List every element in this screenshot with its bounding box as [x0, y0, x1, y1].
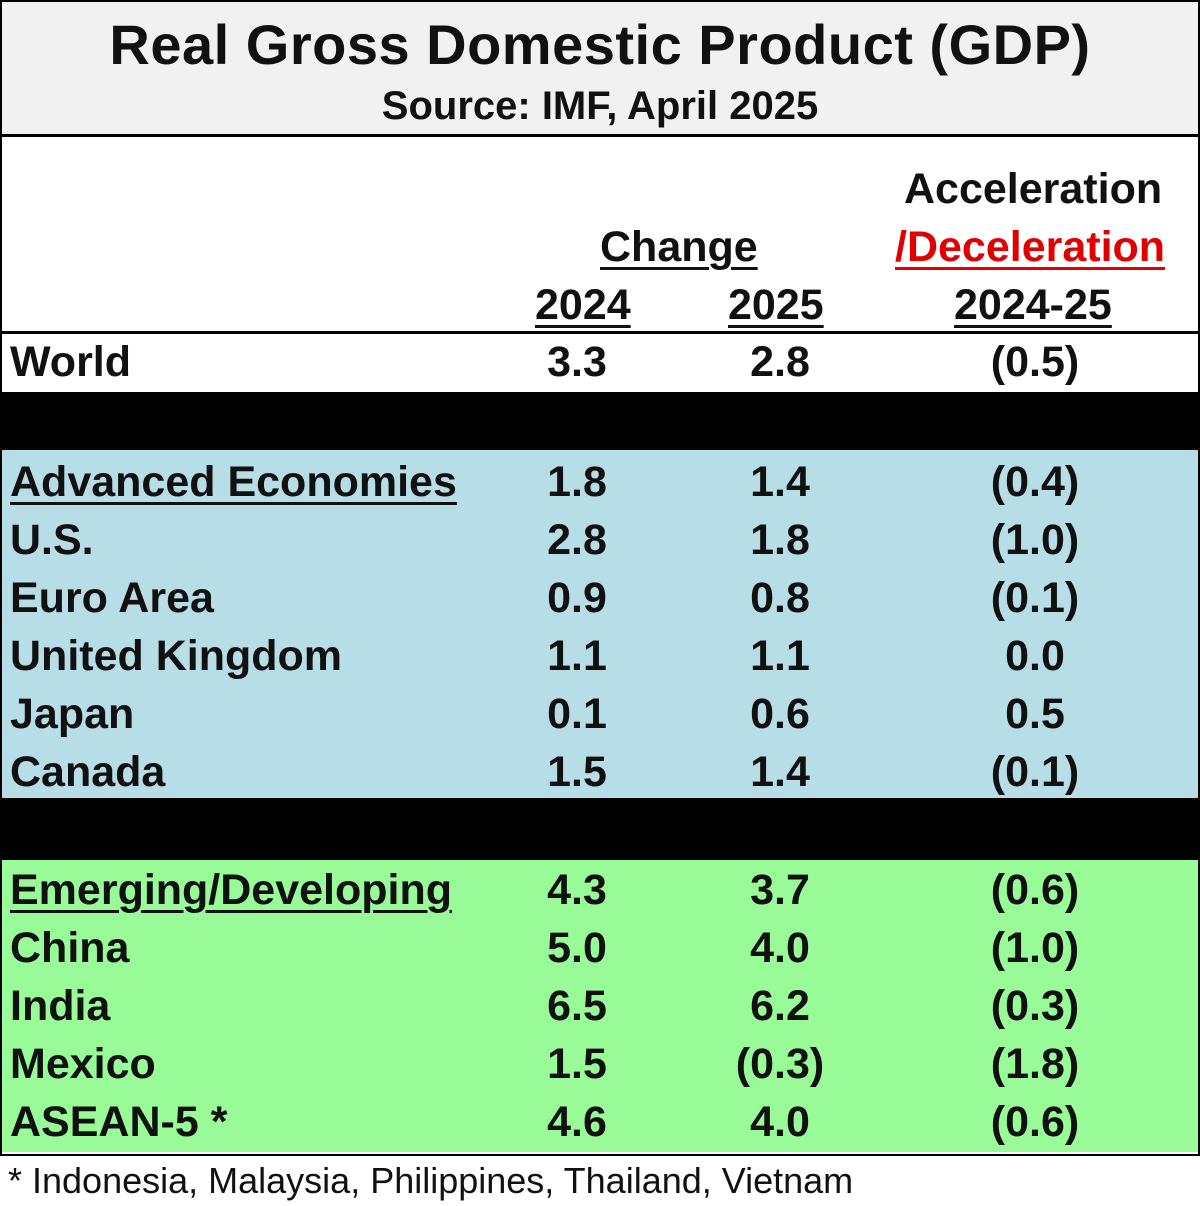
- table-row: Mexico 1.5 (0.3) (1.8): [2, 1036, 1198, 1094]
- column-header: Acceleration Change /Deceleration 2024 2…: [2, 137, 1198, 334]
- value-accel: (0.1): [990, 574, 1080, 622]
- emerging-economies-section: Emerging/Developing 4.3 3.7 (0.6) China …: [2, 860, 1198, 1152]
- value-2024: 1.5: [547, 748, 607, 796]
- separator-band: [2, 392, 1198, 450]
- value-2025: 1.8: [750, 516, 810, 564]
- value-accel: (0.4): [990, 458, 1080, 506]
- value-accel: (0.6): [990, 866, 1080, 914]
- value-2025: 6.2: [750, 982, 810, 1030]
- advanced-economies-section: Advanced Economies 1.8 1.4 (0.4) U.S. 2.…: [2, 450, 1198, 798]
- value-2024: 3.3: [547, 338, 607, 386]
- value-2024: 2.8: [547, 516, 607, 564]
- row-label: Mexico: [10, 1040, 156, 1088]
- value-2024: 1.8: [547, 458, 607, 506]
- footnote: * Indonesia, Malaysia, Philippines, Thai…: [8, 1160, 854, 1201]
- row-label: India: [10, 982, 111, 1030]
- value-2025: 4.0: [750, 1098, 810, 1146]
- table-row: Euro Area 0.9 0.8 (0.1): [2, 570, 1198, 628]
- value-2025: (0.3): [735, 1040, 825, 1088]
- value-accel: (0.6): [990, 1098, 1080, 1146]
- table-row: Canada 1.5 1.4 (0.1): [2, 744, 1198, 802]
- value-accel: (0.1): [990, 748, 1080, 796]
- value-2024: 1.1: [547, 632, 607, 680]
- table-row: India 6.5 6.2 (0.3): [2, 978, 1198, 1036]
- table-row: Japan 0.1 0.6 0.5: [2, 686, 1198, 744]
- row-label: U.S.: [10, 516, 94, 564]
- accel-period-header: 2024-25: [954, 281, 1112, 329]
- row-label: ASEAN-5 *: [10, 1098, 228, 1146]
- value-2024: 4.3: [547, 866, 607, 914]
- row-label: Canada: [10, 748, 166, 796]
- value-2025: 0.8: [750, 574, 810, 622]
- source-subtitle: Source: IMF, April 2025: [381, 84, 819, 128]
- change-header: Change: [600, 223, 758, 271]
- table-row: United Kingdom 1.1 1.1 0.0: [2, 628, 1198, 686]
- table-frame: [0, 0, 1200, 1156]
- value-2025: 1.4: [750, 748, 810, 796]
- year-2025-header: 2025: [728, 281, 824, 329]
- row-label: Advanced Economies: [10, 458, 457, 506]
- value-2025: 2.8: [750, 338, 810, 386]
- table-row: Advanced Economies 1.8 1.4 (0.4): [2, 454, 1198, 512]
- row-label: United Kingdom: [10, 632, 343, 680]
- separator-band: [2, 798, 1198, 860]
- accel-header-line1: Acceleration: [904, 165, 1163, 213]
- value-accel: (1.0): [990, 516, 1080, 564]
- year-2024-header: 2024: [535, 281, 631, 329]
- value-2025: 4.0: [750, 924, 810, 972]
- value-2025: 1.1: [750, 632, 810, 680]
- value-accel: (1.0): [990, 924, 1080, 972]
- value-accel: 0.5: [1005, 690, 1065, 738]
- row-label: Japan: [10, 690, 135, 738]
- value-2025: 1.4: [750, 458, 810, 506]
- value-accel: 0.0: [1005, 632, 1065, 680]
- table-row: China 5.0 4.0 (1.0): [2, 920, 1198, 978]
- value-2024: 0.1: [547, 690, 607, 738]
- table-row-world: World 3.3 2.8 (0.5): [2, 334, 1198, 392]
- value-accel: (0.5): [990, 338, 1080, 386]
- value-2024: 4.6: [547, 1098, 607, 1146]
- row-label: World: [10, 338, 132, 386]
- value-2024: 5.0: [547, 924, 607, 972]
- value-2024: 0.9: [547, 574, 607, 622]
- table-row: Emerging/Developing 4.3 3.7 (0.6): [2, 862, 1198, 920]
- row-label: Emerging/Developing: [10, 866, 453, 914]
- accel-header-line2: /Deceleration: [895, 223, 1166, 271]
- value-accel: (0.3): [990, 982, 1080, 1030]
- title-box: Real Gross Domestic Product (GDP) Source…: [2, 2, 1198, 137]
- page-title: Real Gross Domestic Product (GDP): [109, 13, 1091, 76]
- value-accel: (1.8): [990, 1040, 1080, 1088]
- value-2024: 1.5: [547, 1040, 607, 1088]
- value-2025: 3.7: [750, 866, 810, 914]
- row-label: Euro Area: [10, 574, 214, 622]
- table-row: U.S. 2.8 1.8 (1.0): [2, 512, 1198, 570]
- value-2025: 0.6: [750, 690, 810, 738]
- table-row: ASEAN-5 * 4.6 4.0 (0.6): [2, 1094, 1198, 1152]
- row-label: China: [10, 924, 130, 972]
- value-2024: 6.5: [547, 982, 607, 1030]
